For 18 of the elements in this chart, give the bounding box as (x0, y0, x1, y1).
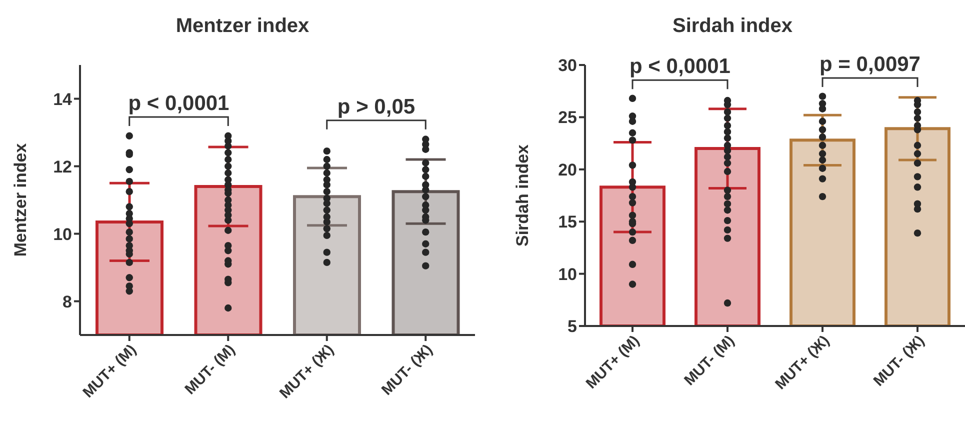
y-tick-label: 12 (53, 157, 72, 176)
y-tick-label: 14 (53, 90, 73, 109)
chart-title: Sirdah index (672, 15, 793, 37)
annotation: p > 0,05 (337, 95, 416, 118)
y-tick-label: 10 (558, 264, 577, 284)
y-axis-title: Mentzer index (11, 142, 30, 257)
y-tick-label: 20 (558, 160, 577, 180)
y-tick-label: 25 (558, 108, 577, 128)
annotation: p < 0,0001 (630, 55, 731, 78)
y-tick-label: 10 (53, 224, 72, 244)
y-tick-label: 5 (568, 317, 577, 336)
annotation: p = 0,0097 (820, 53, 920, 76)
y-tick-label: 8 (62, 292, 72, 312)
y-tick-label: 15 (558, 212, 577, 232)
y-tick-label: 30 (558, 56, 577, 76)
annotation: p < 0,0001 (128, 92, 230, 115)
y-axis-title: Sirdah index (513, 144, 532, 247)
chart-title: Mentzer index (176, 15, 310, 37)
